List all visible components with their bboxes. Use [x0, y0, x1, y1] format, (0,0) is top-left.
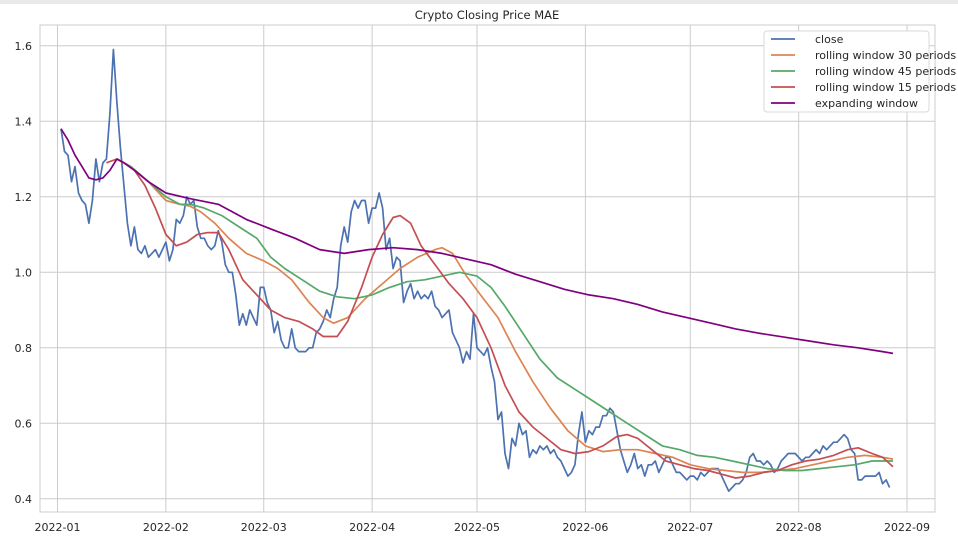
x-tick-label: 2022-06: [562, 521, 608, 534]
series-lines: [60, 48, 894, 493]
legend-label: rolling window 45 periods: [815, 65, 956, 78]
series-line-rolling-window-15-periods: [106, 158, 894, 479]
window-top-edge: [0, 0, 958, 4]
legend-label: rolling window 15 periods: [815, 81, 956, 94]
x-tick-label: 2022-03: [241, 521, 287, 534]
chart-title: Crypto Closing Price MAE: [415, 8, 560, 22]
legend-entry: rolling window 15 periods: [771, 81, 956, 94]
legend-entry: expanding window: [771, 97, 918, 110]
legend: close rolling window 30 periods rolling …: [763, 30, 956, 113]
y-tick-label: 0.6: [15, 417, 33, 430]
legend-entry: rolling window 45 periods: [771, 65, 956, 78]
grid: [40, 25, 935, 512]
series-line-rolling-window-30-periods: [116, 158, 894, 474]
tick-labels: 0.4 0.6 0.8 1.0 1.2 1.4 1.6 2022-01 2022-02 2022-…: [15, 40, 931, 534]
legend-label: close: [815, 33, 844, 46]
x-tick-label: 2022-09: [884, 521, 930, 534]
x-tick-label: 2022-02: [143, 521, 189, 534]
legend-entry: rolling window 30 periods: [771, 49, 956, 62]
x-tick-label: 2022-05: [454, 521, 500, 534]
legend-entry: close: [771, 33, 844, 46]
x-tick-label: 2022-08: [776, 521, 822, 534]
legend-box: [763, 30, 930, 113]
legend-label: rolling window 30 periods: [815, 49, 956, 62]
x-tick-label: 2022-07: [667, 521, 713, 534]
series-line-rolling-window-45-periods: [116, 158, 893, 472]
legend-label: expanding window: [815, 97, 918, 110]
y-tick-label: 0.4: [15, 493, 33, 506]
y-tick-label: 1.4: [15, 115, 33, 128]
series-line-expanding-window: [60, 128, 894, 355]
y-tick-label: 1.0: [15, 266, 33, 279]
series-line-close: [60, 48, 891, 493]
x-tick-label: 2022-04: [349, 521, 395, 534]
y-tick-label: 1.6: [15, 40, 33, 53]
y-tick-label: 0.8: [15, 342, 33, 355]
x-tick-label: 2022-01: [34, 521, 80, 534]
y-tick-label: 1.2: [15, 191, 33, 204]
